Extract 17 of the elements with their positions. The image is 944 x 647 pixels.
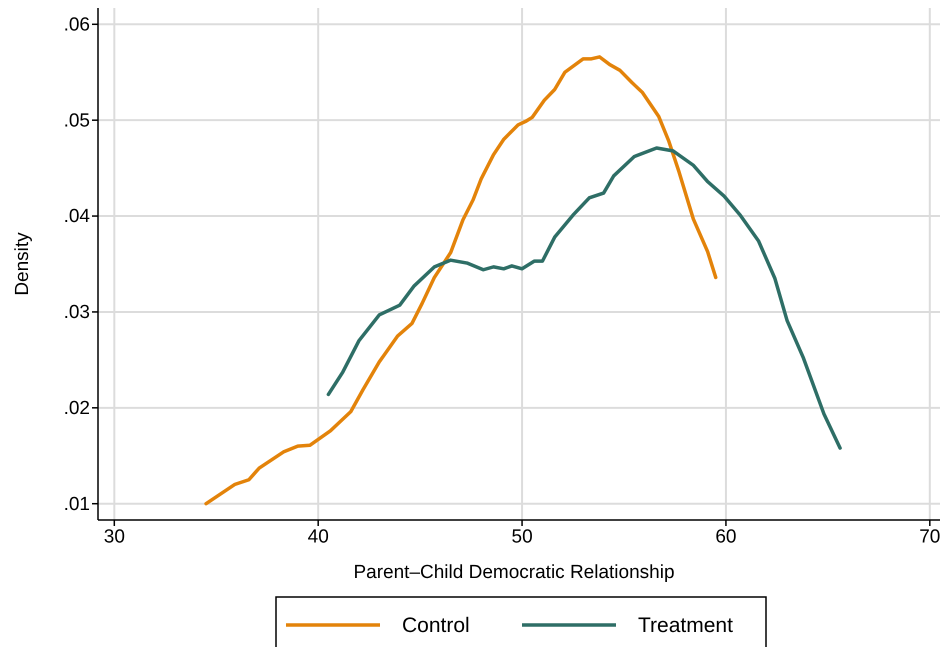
y-tick-label: .06 [64,14,90,36]
y-axis-title: Density [12,232,33,296]
y-tick-label: .01 [64,494,90,515]
x-tick-label: 70 [919,526,940,548]
line-series [204,55,718,506]
legend-label: Control [402,614,470,637]
x-axis-title: Parent–Child Democratic Relationship [353,562,675,583]
x-tick-label: 60 [715,526,737,548]
x-tick-label: 40 [308,526,329,548]
legend-label: Treatment [638,614,734,637]
y-tick-label: .04 [64,206,90,228]
y-tick-label: .05 [64,110,90,132]
y-tick-label: .02 [64,398,90,419]
x-tick-label: 30 [104,526,125,548]
x-tick-label: 50 [511,526,533,548]
y-tick-label: .03 [64,302,90,324]
line-series [326,146,842,450]
